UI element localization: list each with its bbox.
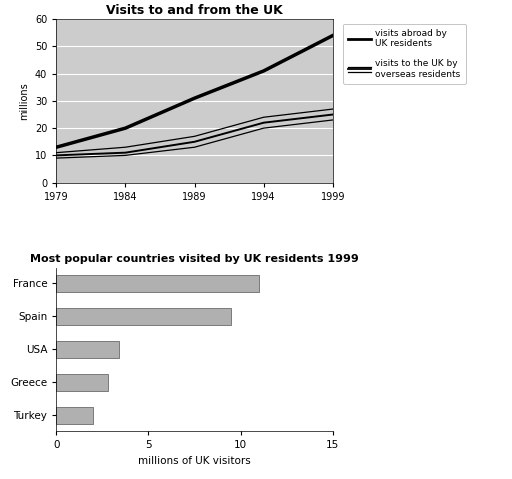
Bar: [56, 407, 93, 423]
Bar: [56, 275, 259, 292]
Y-axis label: millions: millions: [19, 82, 29, 120]
Title: Visits to and from the UK: Visits to and from the UK: [106, 4, 283, 17]
Bar: [56, 374, 108, 391]
Legend: visits abroad by
UK residents, visits to the UK by
overseas residents: visits abroad by UK residents, visits to…: [343, 23, 466, 84]
X-axis label: millions of UK visitors: millions of UK visitors: [138, 456, 251, 466]
Bar: [56, 308, 231, 325]
Title: Most popular countries visited by UK residents 1999: Most popular countries visited by UK res…: [30, 254, 359, 264]
Bar: [56, 341, 119, 358]
